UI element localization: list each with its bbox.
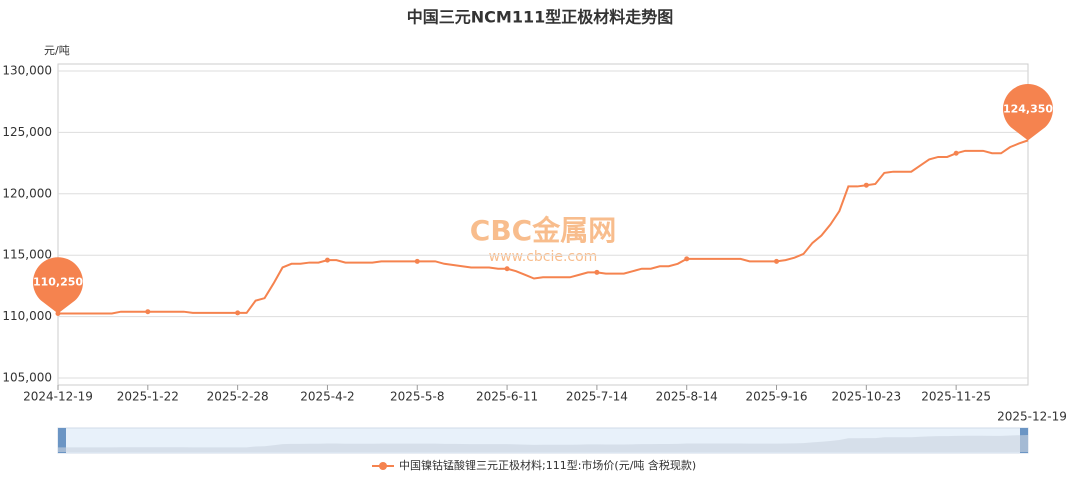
chart-title: 中国三元NCM111型正极材料走势图 xyxy=(407,8,673,27)
point xyxy=(863,182,869,188)
x-tick-label: 2025-2-28 xyxy=(207,390,269,404)
y-tick-label: 120,000 xyxy=(2,186,52,200)
x-tick-label: 2025-1-22 xyxy=(117,390,179,404)
point xyxy=(145,309,151,315)
x-tick-label: 2025-10-23 xyxy=(831,390,901,404)
point xyxy=(594,269,600,275)
x-tick-label: 2025-7-14 xyxy=(566,390,628,404)
slider-area xyxy=(58,434,1028,452)
x-tick-label: 2025-9-16 xyxy=(745,390,807,404)
x-tick-label: 2024-12-19 xyxy=(23,390,93,404)
x-tick-label: 2025-5-8 xyxy=(390,390,444,404)
x-tick-label: 2025-6-11 xyxy=(476,390,538,404)
y-tick-label: 105,000 xyxy=(2,371,52,385)
y-tick-label: 125,000 xyxy=(2,125,52,139)
plot-frame xyxy=(57,63,1029,386)
point xyxy=(235,310,241,316)
pin-label: 124,350 xyxy=(1003,102,1053,115)
pin-label: 110,250 xyxy=(33,276,83,289)
watermark-url: www.cbcie.com xyxy=(489,249,598,265)
point xyxy=(504,266,510,272)
point xyxy=(774,258,780,264)
y-tick-label: 115,000 xyxy=(2,248,52,262)
legend-marker xyxy=(379,462,387,470)
pin xyxy=(1002,84,1053,141)
x-tick-label: 2025-11-25 xyxy=(921,390,991,404)
zoom-handle[interactable] xyxy=(58,428,66,453)
x-tick-label: 2025-4-2 xyxy=(300,390,354,404)
point xyxy=(324,257,330,263)
y-tick-label: 130,000 xyxy=(2,64,52,78)
point xyxy=(414,258,420,264)
watermark: CBC金属网 xyxy=(470,214,616,247)
legend-label: 中国镍钴锰酸锂三元正极材料;111型:市场价(元/吨 含税现款) xyxy=(399,458,696,472)
point xyxy=(684,256,690,262)
pin xyxy=(32,257,84,314)
y-tick-label: 110,000 xyxy=(2,309,52,323)
slider-end-label: 2025-12-19 xyxy=(997,410,1067,424)
y-unit: 元/吨 xyxy=(44,44,70,57)
x-tick-label: 2025-8-14 xyxy=(656,390,718,404)
point xyxy=(953,150,959,156)
